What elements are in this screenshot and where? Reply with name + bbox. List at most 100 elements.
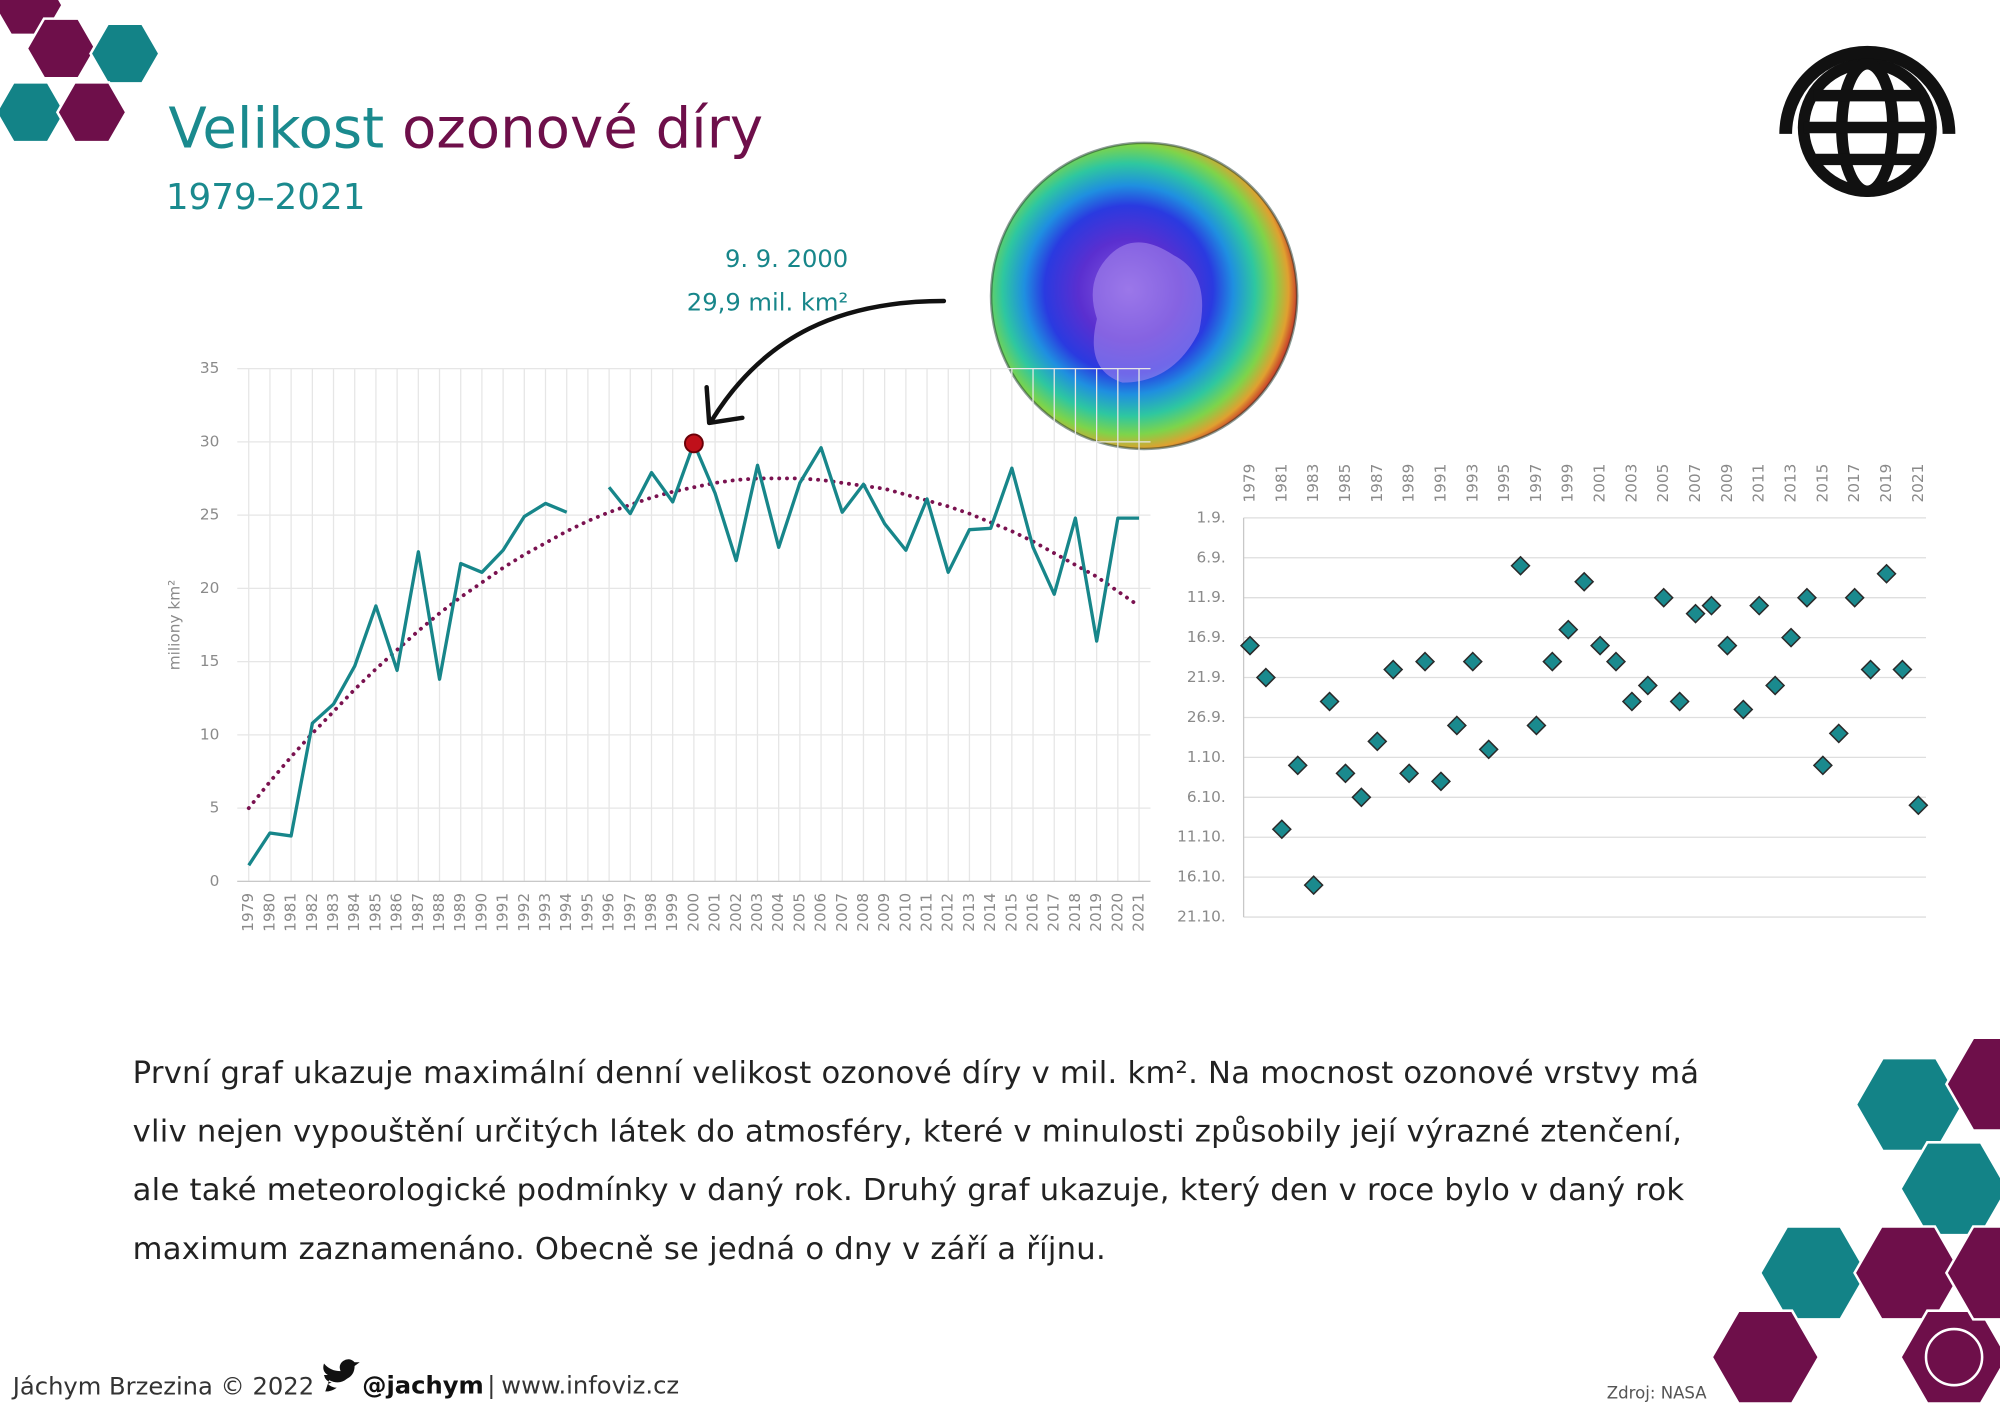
x-tick-label: 1999 bbox=[663, 893, 681, 932]
x-tick-label: 1995 bbox=[578, 893, 596, 932]
diamond-marker bbox=[1351, 787, 1372, 808]
x-tick-label: 2003 bbox=[748, 893, 766, 932]
diamond-marker bbox=[1828, 723, 1849, 744]
x-tick-label: 1995 bbox=[1495, 464, 1513, 503]
hexagon bbox=[1944, 1036, 2000, 1132]
x-tick-label: 1993 bbox=[536, 893, 554, 932]
x-tick-label: 1989 bbox=[451, 893, 469, 932]
twitter-icon bbox=[323, 1359, 360, 1392]
diamond-marker bbox=[1765, 675, 1786, 696]
diamond-marker bbox=[1749, 595, 1770, 616]
annotation-arrowhead bbox=[704, 384, 745, 426]
hexagon bbox=[1710, 1309, 1821, 1405]
x-tick-label: 2007 bbox=[833, 893, 851, 932]
x-tick-label: 2016 bbox=[1024, 893, 1042, 932]
y-tick-label: 15 bbox=[200, 652, 219, 670]
x-tick-label: 2001 bbox=[1591, 464, 1609, 503]
x-tick-label: 1997 bbox=[621, 893, 639, 932]
x-tick-label: 2010 bbox=[896, 893, 914, 932]
diamond-marker bbox=[1685, 603, 1706, 624]
y-tick-label: 10 bbox=[200, 725, 219, 743]
subtitle: 1979–2021 bbox=[166, 177, 366, 218]
y-tick-label: 5 bbox=[210, 799, 220, 817]
x-tick-label: 2015 bbox=[1002, 893, 1020, 932]
body-text: První graf ukazuje maximální denní velik… bbox=[132, 1054, 1700, 1267]
diamond-marker bbox=[1844, 587, 1865, 608]
highlight-point bbox=[683, 433, 704, 454]
footer-source: Zdroj: NASA bbox=[1607, 1384, 1708, 1403]
diamond-marker bbox=[1526, 715, 1547, 736]
diamond-marker bbox=[1303, 875, 1324, 896]
x-tick-label: 1980 bbox=[260, 893, 278, 932]
y-tick-label: 0 bbox=[210, 872, 220, 890]
hexagon bbox=[1899, 1309, 2000, 1405]
footer-author: Jáchym Brzezina © 2022 bbox=[11, 1373, 314, 1401]
x-tick-label: 2021 bbox=[1130, 893, 1148, 932]
leaf-icon bbox=[1924, 1327, 1984, 1387]
x-tick-label: 2021 bbox=[1909, 464, 1927, 503]
x-tick-label: 2019 bbox=[1877, 464, 1895, 503]
diamond-marker bbox=[1383, 659, 1404, 680]
diamond-marker bbox=[1399, 763, 1420, 784]
x-tick-label: 1994 bbox=[557, 893, 575, 932]
x-tick-label: 1984 bbox=[345, 893, 363, 932]
x-tick-label: 1986 bbox=[388, 893, 406, 932]
y-tick-label: 21.10. bbox=[1177, 908, 1226, 926]
x-tick-label: 1996 bbox=[600, 893, 618, 932]
diamond-marker bbox=[1462, 651, 1483, 672]
x-tick-label: 2009 bbox=[1718, 464, 1736, 503]
x-tick-label: 1992 bbox=[515, 893, 533, 932]
x-tick-label: 2011 bbox=[1750, 464, 1768, 503]
hexagon bbox=[1854, 1056, 1965, 1153]
diamond-marker bbox=[1287, 755, 1308, 776]
x-tick-label: 2015 bbox=[1813, 464, 1831, 503]
diamond-marker bbox=[1781, 627, 1802, 648]
x-tick-label: 1987 bbox=[1368, 464, 1386, 503]
diamond-marker bbox=[1637, 675, 1658, 696]
footer-handle: @jachym bbox=[362, 1371, 483, 1399]
x-tick-label: 1988 bbox=[430, 893, 448, 932]
ozone-image bbox=[989, 141, 1299, 451]
x-tick-label: 1997 bbox=[1527, 464, 1545, 503]
x-tick-label: 2013 bbox=[1782, 464, 1800, 503]
x-tick-label: 1999 bbox=[1559, 464, 1577, 503]
x-tick-label: 1982 bbox=[303, 893, 321, 932]
x-tick-label: 1983 bbox=[324, 893, 342, 932]
x-tick-label: 1981 bbox=[1272, 464, 1290, 503]
y-tick-label: 6.10. bbox=[1187, 788, 1226, 806]
diamond-marker bbox=[1590, 635, 1611, 656]
x-tick-label: 1985 bbox=[366, 893, 384, 932]
x-tick-label: 1998 bbox=[642, 893, 660, 932]
y-tick-label: 20 bbox=[200, 579, 219, 597]
x-tick-label: 2014 bbox=[981, 893, 999, 932]
title: Velikost ozonové díry bbox=[168, 96, 763, 161]
y-tick-label: 16.10. bbox=[1177, 868, 1226, 886]
hexagon bbox=[1944, 1225, 2000, 1321]
x-tick-label: 2005 bbox=[790, 893, 808, 932]
x-tick-label: 1987 bbox=[409, 893, 427, 932]
x-tick-label: 2006 bbox=[812, 893, 830, 932]
diamond-marker bbox=[1415, 651, 1436, 672]
y-tick-label: 6.9. bbox=[1197, 548, 1226, 566]
diamond-marker bbox=[1558, 619, 1579, 640]
x-tick-label: 1990 bbox=[472, 893, 490, 932]
diamond-marker bbox=[1605, 651, 1627, 672]
x-tick-label: 1991 bbox=[1431, 464, 1449, 503]
x-tick-label: 1979 bbox=[1240, 464, 1258, 503]
diamond-marker bbox=[1860, 659, 1881, 680]
x-tick-label: 2018 bbox=[1066, 893, 1084, 932]
x-tick-label: 2017 bbox=[1045, 893, 1063, 932]
hexagon bbox=[55, 81, 128, 144]
diamond-marker bbox=[1239, 635, 1261, 656]
x-tick-label: 2020 bbox=[1108, 893, 1126, 932]
x-tick-label: 1981 bbox=[282, 893, 300, 932]
diamond-marker bbox=[1621, 691, 1642, 712]
footer-separator: | bbox=[487, 1371, 495, 1399]
globe-icon bbox=[1779, 45, 1956, 198]
y-tick-label: 35 bbox=[200, 359, 219, 377]
diamond-marker bbox=[1430, 771, 1451, 792]
x-tick-label: 1983 bbox=[1304, 464, 1322, 503]
diamond-marker bbox=[1335, 763, 1356, 784]
x-tick-label: 2017 bbox=[1845, 464, 1863, 503]
